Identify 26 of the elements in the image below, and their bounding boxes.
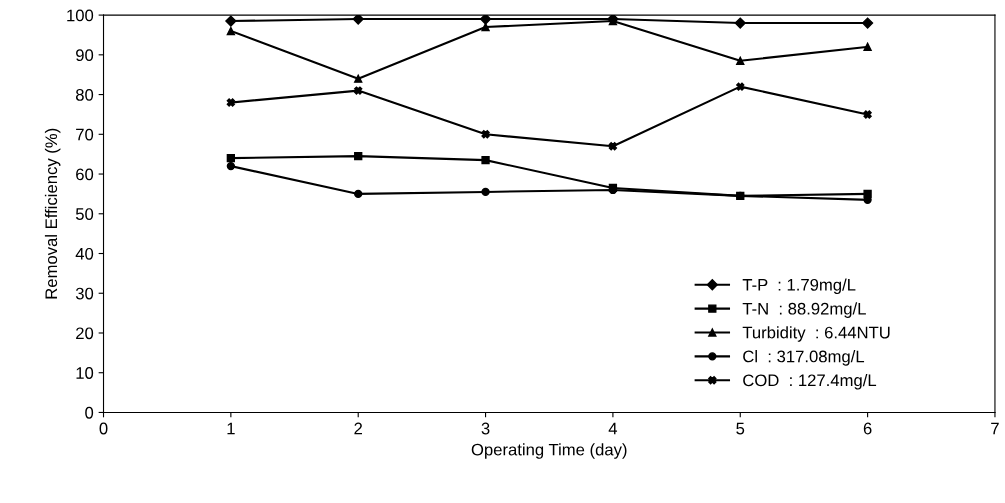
y-tick-label: 60 [76, 168, 94, 181]
legend-label: T-N : 88.92mg/L [742, 302, 866, 318]
x-tick-label: 1 [227, 422, 235, 435]
x-tick-label: 2 [354, 422, 363, 435]
x-tick-label: 6 [863, 422, 872, 435]
legend-label: T-P : 1.79mg/L [742, 278, 856, 295]
y-axis-title: Removal Efficiency (%) [44, 128, 61, 299]
y-tick-label: 0 [85, 406, 94, 419]
y-tick-label: 90 [76, 49, 94, 62]
y-tick-label: 70 [76, 128, 94, 141]
x-tick-label: 0 [99, 422, 108, 435]
x-tick-label: 3 [481, 422, 490, 435]
y-tick-label: 10 [76, 367, 94, 379]
y-tick-label: 20 [76, 327, 94, 340]
legend-label: Cl : 317.08mg/L [743, 350, 865, 366]
y-tick-label: 100 [67, 9, 94, 22]
legend-label: Turbidity : 6.44NTU [742, 326, 890, 342]
y-tick-label: 30 [75, 287, 94, 300]
legend-label: COD : 127.4mg/L [743, 373, 877, 390]
x-tick-label: 4 [608, 422, 618, 435]
x-axis-title: Operating Time (day) [471, 443, 627, 459]
x-tick-label: 7 [991, 422, 999, 435]
y-tick-label: 80 [75, 88, 94, 101]
y-tick-label: 40 [75, 247, 94, 260]
x-tick-label: 5 [736, 422, 745, 435]
y-tick-label: 50 [75, 208, 94, 220]
